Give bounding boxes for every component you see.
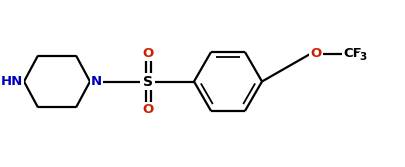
Text: O: O [143, 47, 153, 60]
Text: S: S [143, 74, 153, 89]
Text: O: O [310, 47, 322, 60]
Text: N: N [91, 75, 102, 88]
Text: 3: 3 [359, 52, 366, 62]
Text: HN: HN [1, 75, 23, 88]
Text: O: O [143, 103, 153, 116]
Text: CF: CF [343, 47, 362, 60]
